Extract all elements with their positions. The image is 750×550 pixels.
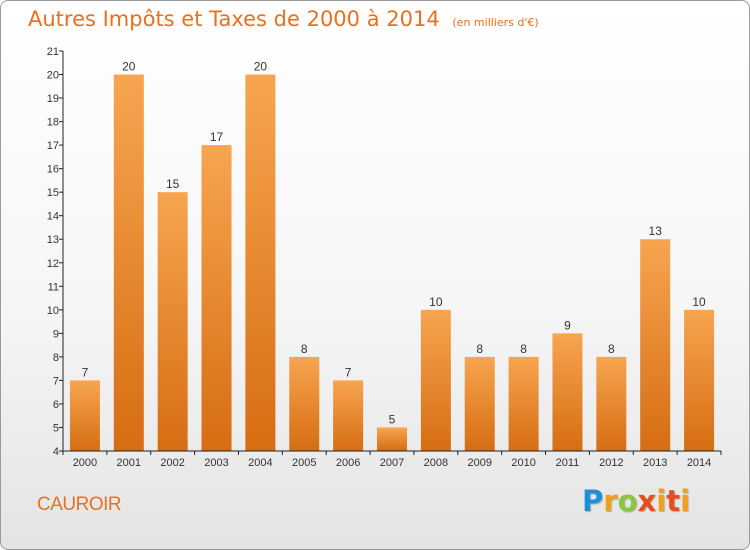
y-tick-label: 16 bbox=[47, 164, 59, 176]
y-tick-label: 6 bbox=[53, 399, 59, 411]
x-tick-label-2004: 2004 bbox=[248, 457, 272, 469]
x-tick-label-2011: 2011 bbox=[556, 457, 580, 469]
commune-name: CAUROIR bbox=[37, 494, 122, 515]
y-tick-label: 17 bbox=[47, 140, 59, 152]
y-tick-label: 14 bbox=[47, 211, 59, 223]
bar-2011 bbox=[552, 333, 583, 451]
y-tick-label: 18 bbox=[47, 117, 59, 129]
y-tick-label: 21 bbox=[47, 46, 59, 58]
y-tick-label: 4 bbox=[53, 446, 59, 458]
data-label-2011: 9 bbox=[564, 318, 571, 332]
bar-2012 bbox=[596, 356, 627, 451]
x-tick-label-2002: 2002 bbox=[160, 457, 184, 469]
data-label-2013: 13 bbox=[649, 224, 663, 238]
y-tick-label: 19 bbox=[47, 93, 59, 105]
bar-2004 bbox=[245, 74, 276, 451]
bar-2010 bbox=[508, 356, 539, 451]
data-label-2000: 7 bbox=[82, 365, 89, 379]
y-tick-label: 11 bbox=[48, 281, 59, 293]
x-tick-label-2005: 2005 bbox=[292, 457, 316, 469]
x-tick-label-2001: 2001 bbox=[117, 457, 141, 469]
y-tick-label: 5 bbox=[53, 422, 59, 434]
y-tick-label: 20 bbox=[47, 70, 59, 82]
y-tick-label: 15 bbox=[47, 187, 59, 199]
y-tick-label: 10 bbox=[47, 305, 59, 317]
x-tick-label-2007: 2007 bbox=[380, 457, 404, 469]
data-label-2010: 8 bbox=[520, 342, 527, 356]
x-tick-label-2008: 2008 bbox=[424, 457, 448, 469]
x-tick-label-2003: 2003 bbox=[204, 457, 228, 469]
proxiti-logo[interactable]: Proxiti bbox=[582, 484, 691, 518]
chart-title: Autres Impôts et Taxes de 2000 à 2014 (e… bbox=[28, 7, 539, 31]
bar-2001 bbox=[113, 74, 144, 451]
data-label-2014: 10 bbox=[692, 295, 706, 309]
x-tick-label-2006: 2006 bbox=[336, 457, 360, 469]
x-tick-label-2000: 2000 bbox=[73, 457, 97, 469]
data-label-2002: 15 bbox=[166, 177, 180, 191]
y-tick-label: 12 bbox=[47, 258, 59, 270]
bar-2002 bbox=[157, 192, 188, 452]
x-tick-label-2010: 2010 bbox=[511, 457, 535, 469]
y-tick-label: 13 bbox=[47, 234, 59, 246]
x-tick-label-2014: 2014 bbox=[687, 457, 711, 469]
data-label-2004: 20 bbox=[254, 60, 268, 74]
y-tick-label: 8 bbox=[53, 352, 59, 364]
chart-title-text: Autres Impôts et Taxes de 2000 à 2014 bbox=[28, 7, 440, 31]
y-tick-label: 7 bbox=[53, 375, 59, 387]
bar-2014 bbox=[684, 309, 715, 451]
y-tick-label: 9 bbox=[53, 328, 59, 340]
x-axis: 2000 2001 2002 2003 2004 2005 2006 2007 2008 2009… bbox=[62, 450, 722, 469]
data-label-2012: 8 bbox=[608, 342, 615, 356]
bar-2013 bbox=[640, 239, 671, 451]
y-axis: 4 5 6 7 8 9 10 11 12 13 14 15 16 17 18 19 20 21 bbox=[47, 46, 64, 458]
data-label-2005: 8 bbox=[301, 342, 308, 356]
data-label-2003: 17 bbox=[210, 130, 224, 144]
bar-2005 bbox=[289, 356, 320, 451]
x-tick-label-2009: 2009 bbox=[467, 457, 491, 469]
bar-2009 bbox=[464, 356, 495, 451]
x-tick-label-2012: 2012 bbox=[599, 457, 623, 469]
data-label-2009: 8 bbox=[476, 342, 483, 356]
bar-2000 bbox=[69, 380, 100, 451]
bar-2003 bbox=[201, 145, 232, 451]
chart-unit: (en milliers d'€) bbox=[452, 16, 539, 29]
bar-2007 bbox=[377, 427, 407, 451]
data-label-2007: 5 bbox=[389, 412, 396, 426]
data-label-2001: 20 bbox=[122, 60, 136, 74]
x-tick-label-2013: 2013 bbox=[643, 457, 667, 469]
data-label-2006: 7 bbox=[345, 365, 352, 379]
bar-2006 bbox=[333, 380, 364, 451]
data-label-2008: 10 bbox=[429, 295, 443, 309]
bars: 7 20 15 17 20 8 7 5 10 8 8 9 8 13 10 bbox=[69, 60, 715, 452]
bar-2008 bbox=[420, 309, 451, 451]
